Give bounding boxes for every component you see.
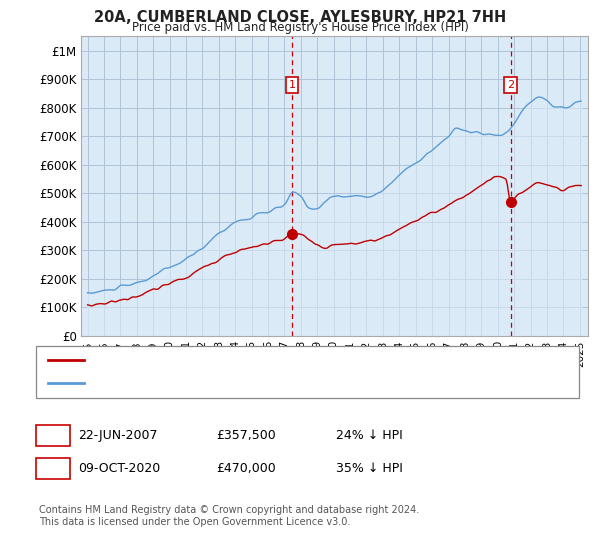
Text: Price paid vs. HM Land Registry's House Price Index (HPI): Price paid vs. HM Land Registry's House …: [131, 21, 469, 34]
Text: 22-JUN-2007: 22-JUN-2007: [78, 429, 157, 442]
Text: 20A, CUMBERLAND CLOSE, AYLESBURY, HP21 7HH: 20A, CUMBERLAND CLOSE, AYLESBURY, HP21 7…: [94, 10, 506, 25]
Text: 24% ↓ HPI: 24% ↓ HPI: [336, 429, 403, 442]
Text: £470,000: £470,000: [216, 462, 276, 475]
Text: 2: 2: [507, 80, 514, 90]
Text: £357,500: £357,500: [216, 429, 276, 442]
Text: 1: 1: [49, 429, 57, 442]
Text: 35% ↓ HPI: 35% ↓ HPI: [336, 462, 403, 475]
Text: 2: 2: [49, 462, 57, 475]
Text: Contains HM Land Registry data © Crown copyright and database right 2024.
This d: Contains HM Land Registry data © Crown c…: [39, 505, 419, 527]
Text: HPI: Average price, detached house, Buckinghamshire: HPI: Average price, detached house, Buck…: [93, 379, 396, 388]
Text: 1: 1: [289, 80, 296, 90]
Text: 20A, CUMBERLAND CLOSE, AYLESBURY, HP21 7HH (detached house): 20A, CUMBERLAND CLOSE, AYLESBURY, HP21 7…: [93, 356, 476, 365]
Text: 09-OCT-2020: 09-OCT-2020: [78, 462, 160, 475]
